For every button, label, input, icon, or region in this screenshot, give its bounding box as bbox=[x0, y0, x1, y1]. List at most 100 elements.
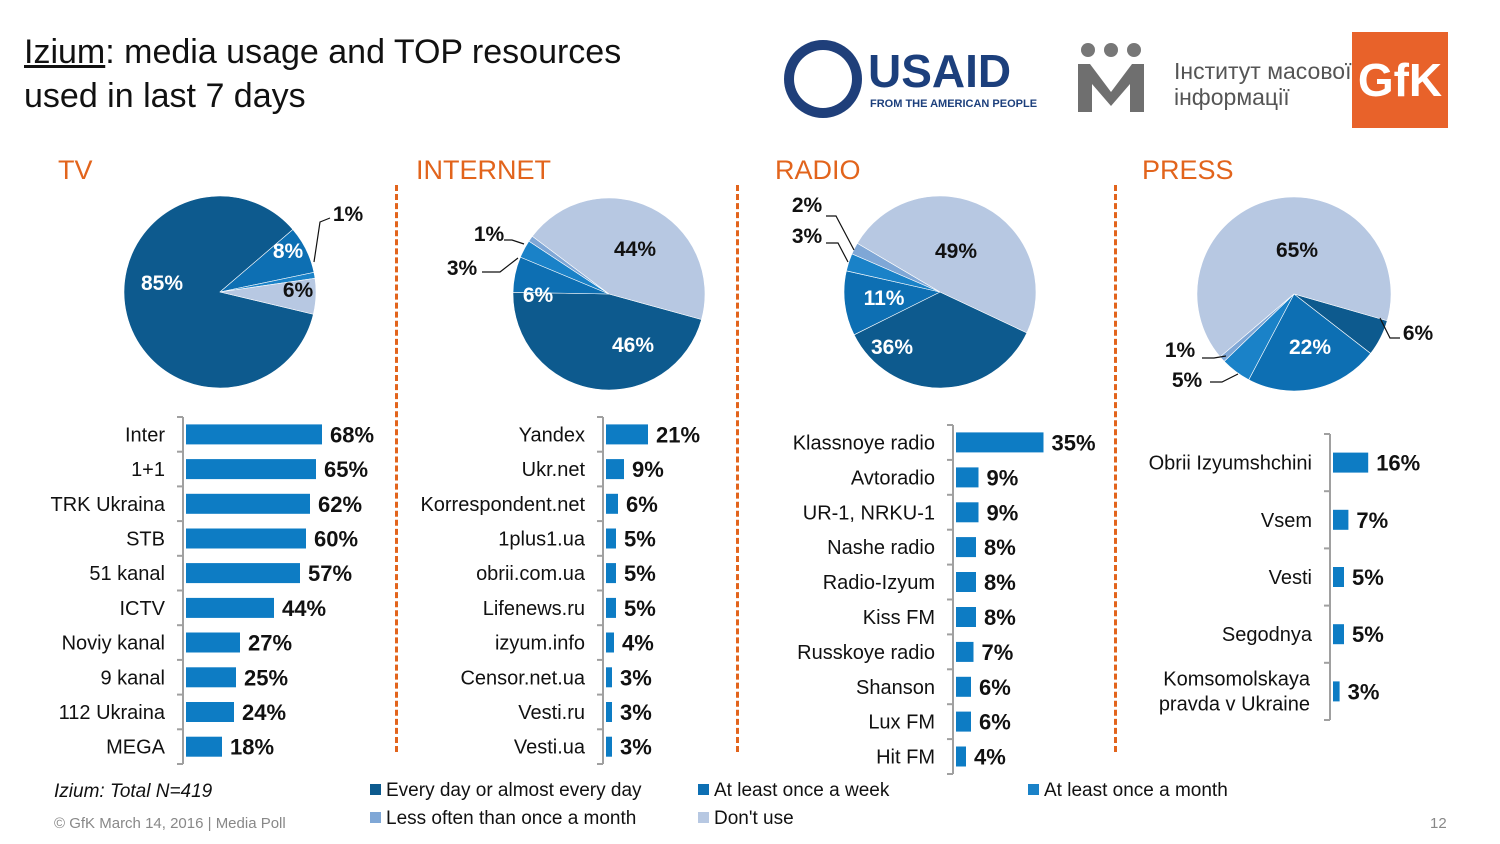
section-divider bbox=[736, 185, 739, 752]
bar-value-label: 9% bbox=[987, 500, 1019, 525]
page-title: Izium: media usage and TOP resources use… bbox=[24, 30, 621, 118]
legend-label: At least once a month bbox=[1044, 780, 1228, 801]
bar bbox=[1333, 509, 1349, 530]
bar bbox=[186, 632, 240, 653]
bar-category-label: Hit FM bbox=[876, 747, 935, 769]
bar bbox=[186, 597, 274, 618]
pie-slice-label: 46% bbox=[612, 334, 654, 357]
bar bbox=[186, 702, 234, 722]
page-number: 12 bbox=[1430, 815, 1447, 832]
bar bbox=[606, 493, 618, 514]
legend-item: At least once a month bbox=[1028, 780, 1228, 802]
pie-slice-label: 44% bbox=[614, 238, 656, 261]
bar bbox=[186, 493, 310, 514]
imi-logo-text: Інститут масової інформації bbox=[1174, 58, 1352, 110]
bar-category-label: STB bbox=[126, 528, 165, 550]
bar-value-label: 18% bbox=[230, 735, 274, 760]
bar-category-label: 112 Ukraina bbox=[59, 702, 166, 724]
pie-leader-line bbox=[1379, 317, 1400, 339]
bar-category-label: Noviy kanal bbox=[62, 633, 165, 655]
bar-value-label: 4% bbox=[974, 745, 1006, 770]
bar-category-label: ICTV bbox=[119, 598, 165, 620]
bar-category-label: Ukr.net bbox=[522, 459, 586, 481]
title-line2: used in last 7 days bbox=[24, 77, 306, 115]
pie-slice bbox=[1248, 293, 1372, 392]
bar-category-label: UR-1, NRKU-1 bbox=[803, 502, 935, 524]
legend-item: Every day or almost every day bbox=[370, 780, 642, 802]
pie-slice-label: 65% bbox=[1276, 239, 1318, 262]
legend-swatch bbox=[370, 812, 381, 823]
bar bbox=[606, 459, 624, 480]
legend-swatch bbox=[698, 784, 709, 795]
legend-item: At least once a week bbox=[698, 780, 889, 802]
bar bbox=[606, 667, 612, 688]
bar bbox=[606, 563, 616, 584]
bar-value-label: 3% bbox=[620, 700, 652, 725]
bar-value-label: 5% bbox=[624, 596, 656, 621]
bar bbox=[956, 676, 971, 697]
bar bbox=[1333, 452, 1369, 473]
pie-slice-label: 3% bbox=[447, 257, 478, 280]
bar-category-label: Radio-Izyum bbox=[823, 572, 935, 594]
bar-value-label: 35% bbox=[1052, 430, 1096, 455]
copyright-text: © GfK March 14, 2016 | Media Poll bbox=[54, 815, 286, 832]
pie-slice-label: 5% bbox=[1172, 369, 1203, 392]
bar-category-label: Segodnya bbox=[1222, 624, 1313, 646]
title-rest: : media usage and TOP resources bbox=[105, 33, 622, 71]
bar-category-label: Vesti bbox=[1269, 567, 1312, 589]
pie-slice-label: 2% bbox=[792, 194, 823, 217]
bar bbox=[956, 537, 976, 558]
bar-value-label: 57% bbox=[308, 561, 352, 586]
bar-value-label: 6% bbox=[626, 492, 658, 517]
bar bbox=[1333, 624, 1344, 645]
pie-slice bbox=[856, 195, 1037, 334]
pie-leader-line bbox=[826, 215, 855, 251]
bar-category-label: 1plus1.ua bbox=[498, 528, 586, 550]
bar bbox=[606, 736, 612, 757]
bar bbox=[186, 667, 236, 688]
bar-category-label: obrii.com.ua bbox=[476, 563, 586, 585]
imi-line2: інформації bbox=[1174, 84, 1290, 110]
gfk-logo: GfK bbox=[1352, 32, 1448, 128]
pie-slice bbox=[1196, 196, 1392, 358]
bar-value-label: 3% bbox=[620, 665, 652, 690]
title-city: Izium bbox=[24, 33, 106, 71]
bar-value-label: 3% bbox=[1348, 679, 1380, 704]
pie-slice-label: 49% bbox=[935, 240, 977, 263]
bar-value-label: 9% bbox=[987, 465, 1019, 490]
bar-category-label: Censor.net.ua bbox=[460, 667, 585, 689]
bar-value-label: 5% bbox=[1352, 565, 1384, 590]
bar-value-label: 5% bbox=[624, 526, 656, 551]
pie-leader-line bbox=[826, 242, 849, 263]
bar bbox=[956, 641, 974, 662]
bar-category-label: 51 kanal bbox=[89, 563, 165, 585]
bar bbox=[956, 502, 979, 523]
bar-category-label: Korrespondent.net bbox=[420, 494, 585, 516]
bar bbox=[606, 597, 616, 618]
bar-value-label: 24% bbox=[242, 700, 286, 725]
bar bbox=[1333, 681, 1340, 702]
legend-label: At least once a week bbox=[714, 780, 890, 801]
bar bbox=[606, 632, 614, 653]
bar-category-label: Nashe radio bbox=[827, 537, 935, 559]
bar-value-label: 5% bbox=[1352, 622, 1384, 647]
section-title-press: PRESS bbox=[1142, 155, 1234, 185]
bar bbox=[956, 607, 976, 627]
sample-note: Izium: Total N=419 bbox=[54, 781, 213, 802]
section-title-radio: RADIO bbox=[775, 155, 861, 185]
bar-value-label: 60% bbox=[314, 526, 358, 551]
imi-logo bbox=[1078, 43, 1144, 112]
pie-slice bbox=[853, 291, 1028, 389]
bar bbox=[186, 459, 316, 480]
legend-label: Every day or almost every day bbox=[386, 780, 642, 801]
bar-category-label: Yandex bbox=[519, 424, 585, 446]
bar bbox=[186, 528, 306, 549]
pie-leader-line bbox=[1210, 373, 1239, 383]
bar-category-label: Avtoradio bbox=[851, 467, 935, 489]
bar-category-label-line: pravda v Ukraine bbox=[1159, 693, 1310, 715]
bar bbox=[186, 563, 300, 584]
bar-value-label: 8% bbox=[984, 605, 1016, 630]
bar-value-label: 25% bbox=[244, 665, 288, 690]
bar bbox=[606, 528, 616, 549]
